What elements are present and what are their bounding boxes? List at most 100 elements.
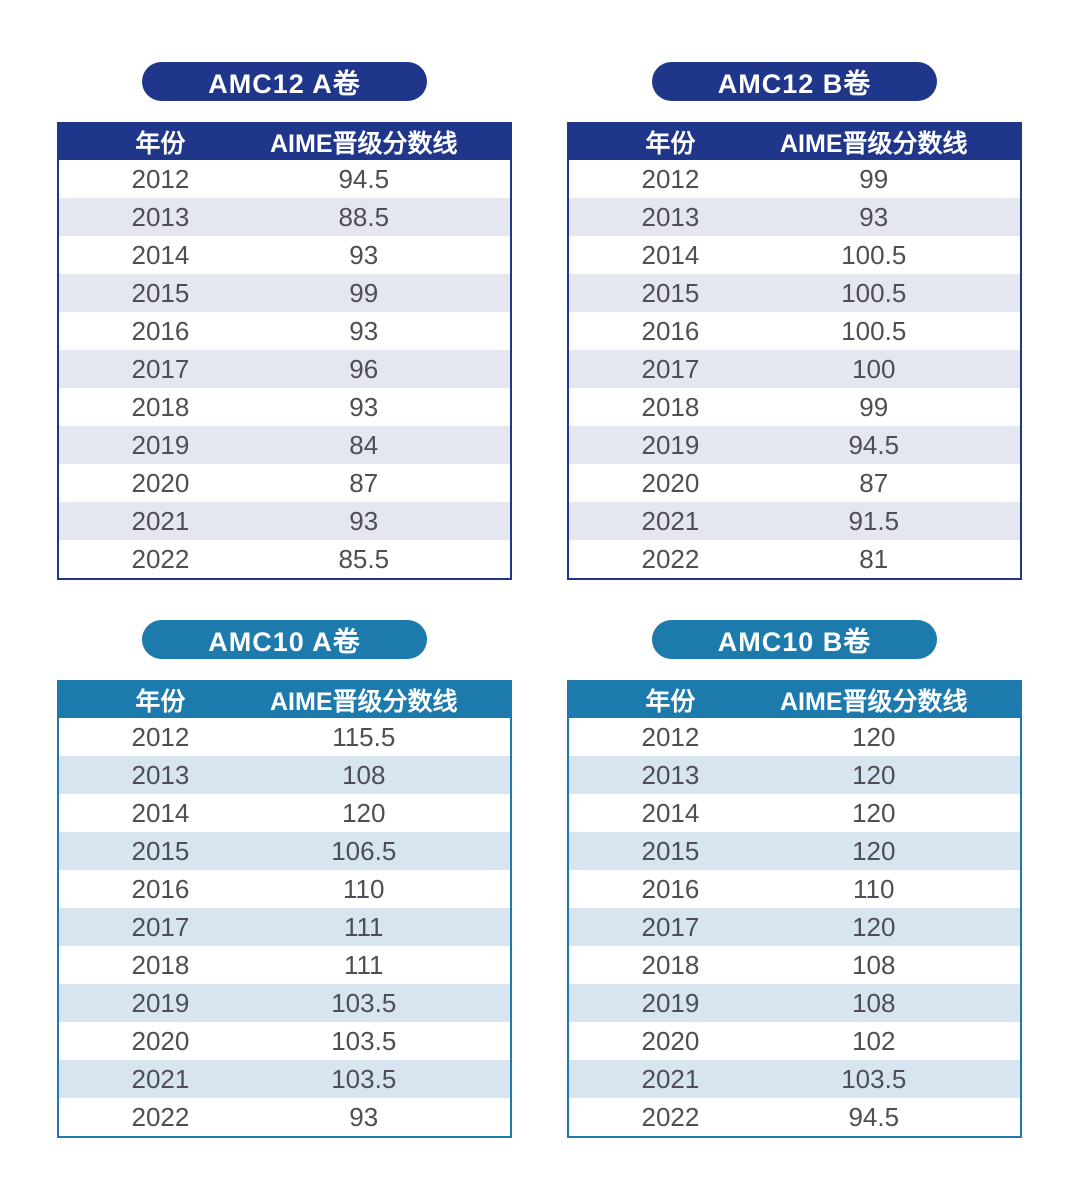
table-row: 2018 111 <box>58 946 511 984</box>
score-cell: 100.5 <box>771 274 976 312</box>
spacer-cell <box>466 540 511 579</box>
table-row: 2014 100.5 <box>568 236 1021 274</box>
year-cell: 2014 <box>641 797 700 828</box>
score-cell: 93 <box>349 391 379 422</box>
year-cell: 2021 <box>568 502 772 540</box>
year-cell: 2016 <box>131 873 190 904</box>
score-cell: 120 <box>771 756 976 794</box>
spacer-cell <box>976 388 1021 426</box>
table-row: 2015 120 <box>568 832 1021 870</box>
spacer-header-cell <box>975 681 1021 718</box>
spacer-cell <box>975 198 1021 236</box>
score-cell: 120 <box>342 797 386 828</box>
year-cell: 2019 <box>58 984 262 1022</box>
year-cell: 2015 <box>58 274 262 312</box>
spacer-cell <box>976 160 1021 198</box>
table-row: 2020 87 <box>568 464 1021 502</box>
table-row: 2021 103.5 <box>58 1060 511 1098</box>
table-row: 2022 93 <box>58 1098 511 1137</box>
year-cell: 2017 <box>58 908 262 946</box>
spacer-cell <box>465 426 511 464</box>
score-cell: 99 <box>261 274 466 312</box>
table-row: 2012 115.5 <box>58 718 511 756</box>
amc12-a-panel: AMC12 A卷 年份 AIME晋级分数线 2012 94.5 2013 88.5 20… <box>57 62 512 580</box>
year-cell: 2018 <box>131 949 190 980</box>
year-cell: 2013 <box>568 198 772 236</box>
score-cell: 120 <box>771 908 976 946</box>
amc10-b-panel: AMC10 B卷 年份 AIME晋级分数线 2012 120 2013 120 2014… <box>567 620 1022 1138</box>
year-cell: 2021 <box>58 502 262 540</box>
amc10-b-title-pill: AMC10 B卷 <box>652 620 937 659</box>
score-cell: 108 <box>852 949 896 980</box>
score-cell: 93 <box>771 198 976 236</box>
spacer-cell <box>975 756 1021 794</box>
year-cell: 2016 <box>131 315 190 346</box>
year-cell: 2019 <box>568 426 772 464</box>
year-cell: 2014 <box>131 239 190 270</box>
score-cell: 96 <box>261 350 466 388</box>
spacer-cell <box>466 312 511 350</box>
table-row: 2013 93 <box>568 198 1021 236</box>
spacer-cell <box>465 198 511 236</box>
score-cell: 108 <box>771 984 976 1022</box>
score-cell: 120 <box>771 832 976 870</box>
year-cell: 2021 <box>568 1060 772 1098</box>
score-column-header: AIME晋级分数线 <box>261 123 466 160</box>
spacer-cell <box>466 870 511 908</box>
score-cell: 99 <box>859 391 889 422</box>
spacer-cell <box>976 236 1021 274</box>
table-row: 2016 110 <box>58 870 511 908</box>
table-row: 2018 108 <box>568 946 1021 984</box>
spacer-cell <box>465 908 511 946</box>
score-cell: 120 <box>852 721 896 752</box>
table-row: 2018 93 <box>58 388 511 426</box>
spacer-cell <box>466 388 511 426</box>
spacer-cell <box>465 274 511 312</box>
spacer-cell <box>975 908 1021 946</box>
year-column-header: 年份 <box>568 681 772 718</box>
spacer-cell <box>976 1022 1021 1060</box>
year-cell: 2014 <box>641 239 700 270</box>
spacer-cell <box>465 984 511 1022</box>
year-cell: 2012 <box>641 721 700 752</box>
table-row: 2022 85.5 <box>58 540 511 579</box>
year-cell: 2020 <box>131 467 190 498</box>
year-cell: 2016 <box>641 315 700 346</box>
year-cell: 2021 <box>58 1060 262 1098</box>
table-row: 2014 93 <box>58 236 511 274</box>
score-cell: 100.5 <box>841 239 907 270</box>
table-row: 2015 99 <box>58 274 511 312</box>
table-row: 2020 87 <box>58 464 511 502</box>
table-row: 2020 103.5 <box>58 1022 511 1060</box>
year-cell: 2020 <box>641 467 700 498</box>
table-row: 2017 111 <box>58 908 511 946</box>
score-cell: 103.5 <box>771 1060 976 1098</box>
table-row: 2017 96 <box>58 350 511 388</box>
table-row: 2014 120 <box>568 794 1021 832</box>
score-cell: 100 <box>771 350 976 388</box>
spacer-cell <box>976 312 1021 350</box>
spacer-cell <box>465 350 511 388</box>
score-cell: 103.5 <box>261 984 466 1022</box>
year-cell: 2022 <box>131 543 190 574</box>
score-column-header: AIME晋级分数线 <box>771 681 976 718</box>
score-cell: 120 <box>852 797 896 828</box>
spacer-cell <box>466 946 511 984</box>
score-cell: 110 <box>853 873 895 904</box>
spacer-header-cell <box>465 681 511 718</box>
table-row: 2013 88.5 <box>58 198 511 236</box>
table-row: 2013 108 <box>58 756 511 794</box>
spacer-cell <box>466 1098 511 1137</box>
score-cell: 103.5 <box>261 1060 466 1098</box>
spacer-cell <box>466 1022 511 1060</box>
table-row: 2019 84 <box>58 426 511 464</box>
score-cell: 94.5 <box>338 163 390 194</box>
table-row: 2018 99 <box>568 388 1021 426</box>
score-cell: 100.5 <box>841 315 907 346</box>
table-row: 2016 93 <box>58 312 511 350</box>
score-cell: 93 <box>349 239 379 270</box>
table-row: 2012 99 <box>568 160 1021 198</box>
tables-grid: AMC12 A卷 年份 AIME晋级分数线 2012 94.5 2013 88.5 20… <box>57 62 1080 1138</box>
score-cell: 110 <box>343 873 385 904</box>
spacer-cell <box>465 756 511 794</box>
